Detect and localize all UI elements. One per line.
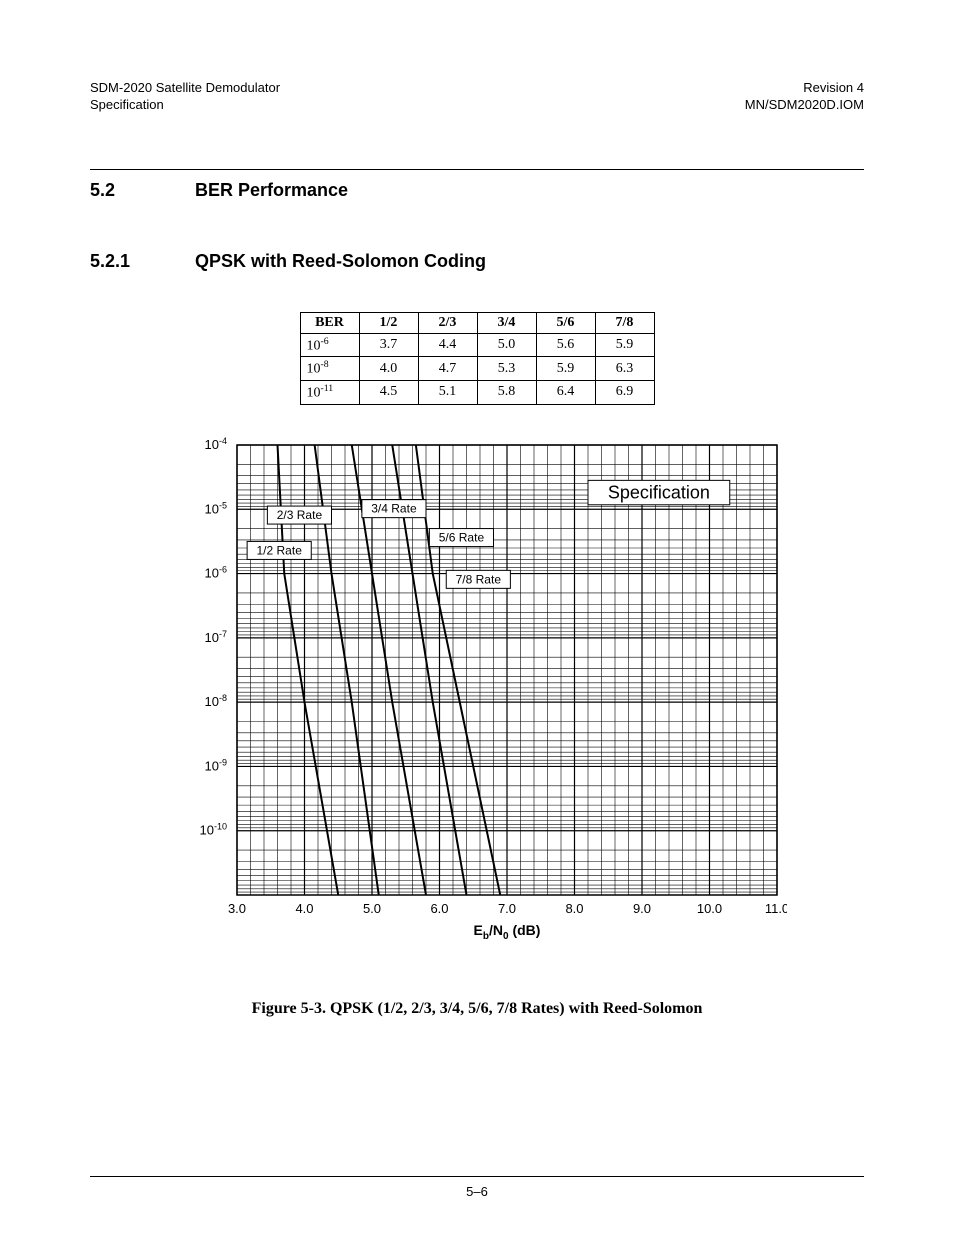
header-right-1: Revision 4 bbox=[745, 80, 864, 97]
ber-col-header: BER bbox=[300, 312, 359, 333]
svg-text:9.0: 9.0 bbox=[633, 901, 651, 916]
svg-text:6.0: 6.0 bbox=[430, 901, 448, 916]
rate-col-header: 3/4 bbox=[477, 312, 536, 333]
table-row: 10-114.55.15.86.46.9 bbox=[300, 381, 654, 405]
rate-col-header: 2/3 bbox=[418, 312, 477, 333]
table-row: 10-63.74.45.05.65.9 bbox=[300, 333, 654, 357]
table-cell: 4.4 bbox=[418, 333, 477, 357]
svg-text:Specification: Specification bbox=[608, 482, 710, 502]
svg-text:10.0: 10.0 bbox=[697, 901, 722, 916]
footer-rule bbox=[90, 1176, 864, 1177]
svg-text:10-8: 10-8 bbox=[205, 693, 227, 709]
ber-value: 10-6 bbox=[300, 333, 359, 357]
table-cell: 6.4 bbox=[536, 381, 595, 405]
svg-text:1/2 Rate: 1/2 Rate bbox=[257, 543, 303, 557]
header-right-2: MN/SDM2020D.IOM bbox=[745, 97, 864, 114]
header-left-1: SDM-2020 Satellite Demodulator bbox=[90, 80, 280, 97]
rate-col-header: 5/6 bbox=[536, 312, 595, 333]
ber-value: 10-8 bbox=[300, 357, 359, 381]
table-cell: 4.7 bbox=[418, 357, 477, 381]
svg-text:5.0: 5.0 bbox=[363, 901, 381, 916]
subsection-heading: 5.2.1 QPSK with Reed-Solomon Coding bbox=[90, 251, 864, 272]
svg-text:10-10: 10-10 bbox=[200, 821, 227, 837]
header-rule bbox=[90, 169, 864, 170]
svg-text:Eb/N0 (dB): Eb/N0 (dB) bbox=[474, 922, 541, 942]
svg-text:10-5: 10-5 bbox=[205, 500, 227, 516]
section-number: 5.2 bbox=[90, 180, 190, 201]
page-header: SDM-2020 Satellite Demodulator Specifica… bbox=[90, 80, 864, 114]
subsection-title: QPSK with Reed-Solomon Coding bbox=[195, 251, 486, 271]
figure-caption: Figure 5-3. QPSK (1/2, 2/3, 3/4, 5/6, 7/… bbox=[90, 1000, 864, 1018]
section-title: BER Performance bbox=[195, 180, 348, 200]
table-cell: 3.7 bbox=[359, 333, 418, 357]
svg-text:8.0: 8.0 bbox=[565, 901, 583, 916]
svg-text:10-9: 10-9 bbox=[205, 757, 227, 773]
section-heading: 5.2 BER Performance bbox=[90, 180, 864, 201]
table-cell: 5.6 bbox=[536, 333, 595, 357]
table-row: 10-84.04.75.35.96.3 bbox=[300, 357, 654, 381]
ber-value: 10-11 bbox=[300, 381, 359, 405]
header-left-2: Specification bbox=[90, 97, 280, 114]
svg-text:5/6 Rate: 5/6 Rate bbox=[439, 530, 485, 544]
svg-text:10-7: 10-7 bbox=[205, 629, 227, 645]
subsection-number: 5.2.1 bbox=[90, 251, 190, 272]
svg-text:4.0: 4.0 bbox=[295, 901, 313, 916]
table-cell: 5.0 bbox=[477, 333, 536, 357]
svg-text:10-6: 10-6 bbox=[205, 564, 227, 580]
ber-chart: 10-4 10-5 10-6 10-7 10-8 10-9 10-10 3.0 4.0 5.0 6.… bbox=[167, 435, 787, 960]
table-cell: 5.8 bbox=[477, 381, 536, 405]
table-cell: 6.9 bbox=[595, 381, 654, 405]
rate-col-header: 7/8 bbox=[595, 312, 654, 333]
svg-text:3.0: 3.0 bbox=[228, 901, 246, 916]
table-cell: 5.9 bbox=[595, 333, 654, 357]
table-cell: 5.1 bbox=[418, 381, 477, 405]
svg-text:2/3 Rate: 2/3 Rate bbox=[277, 508, 323, 522]
table-cell: 6.3 bbox=[595, 357, 654, 381]
table-cell: 4.5 bbox=[359, 381, 418, 405]
svg-text:7/8 Rate: 7/8 Rate bbox=[456, 572, 502, 586]
table-cell: 5.3 bbox=[477, 357, 536, 381]
page-number: 5–6 bbox=[0, 1184, 954, 1199]
svg-text:10-4: 10-4 bbox=[205, 436, 227, 452]
svg-text:11.0: 11.0 bbox=[765, 901, 787, 916]
svg-text:7.0: 7.0 bbox=[498, 901, 516, 916]
ber-table: BER1/22/33/45/67/8 10-63.74.45.05.65.910… bbox=[300, 312, 655, 405]
table-cell: 5.9 bbox=[536, 357, 595, 381]
rate-col-header: 1/2 bbox=[359, 312, 418, 333]
svg-text:3/4 Rate: 3/4 Rate bbox=[371, 501, 417, 515]
table-cell: 4.0 bbox=[359, 357, 418, 381]
